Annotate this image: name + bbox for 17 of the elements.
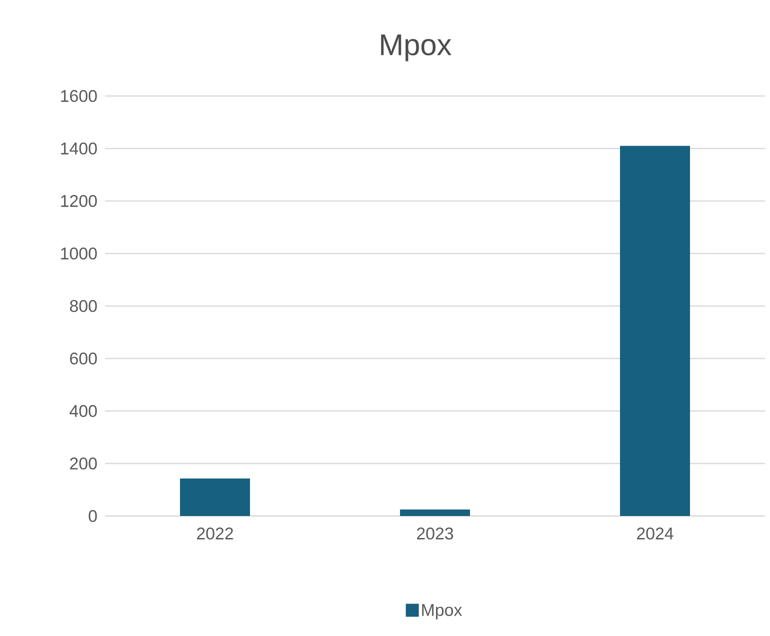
y-tick-label: 1200: [61, 195, 97, 207]
bar: [400, 509, 470, 516]
x-tick-label: 2024: [637, 527, 674, 540]
y-tick-label: 200: [70, 458, 97, 470]
chart-title: Mpox: [381, 34, 452, 62]
y-tick-label: 0: [88, 510, 97, 522]
y-tick-label: 800: [70, 300, 97, 312]
bar: [180, 478, 250, 516]
y-tick-label: 1400: [61, 142, 97, 154]
x-tick-label: 2023: [417, 527, 454, 540]
y-tick-label: 1000: [61, 248, 97, 260]
bar: [620, 146, 690, 516]
x-tick-label: 2022: [197, 527, 233, 540]
y-tick-label: 600: [70, 352, 97, 364]
y-tick-label: 1600: [61, 90, 97, 102]
legend-label: Mpox: [422, 604, 462, 620]
y-tick-label: 400: [70, 405, 97, 417]
